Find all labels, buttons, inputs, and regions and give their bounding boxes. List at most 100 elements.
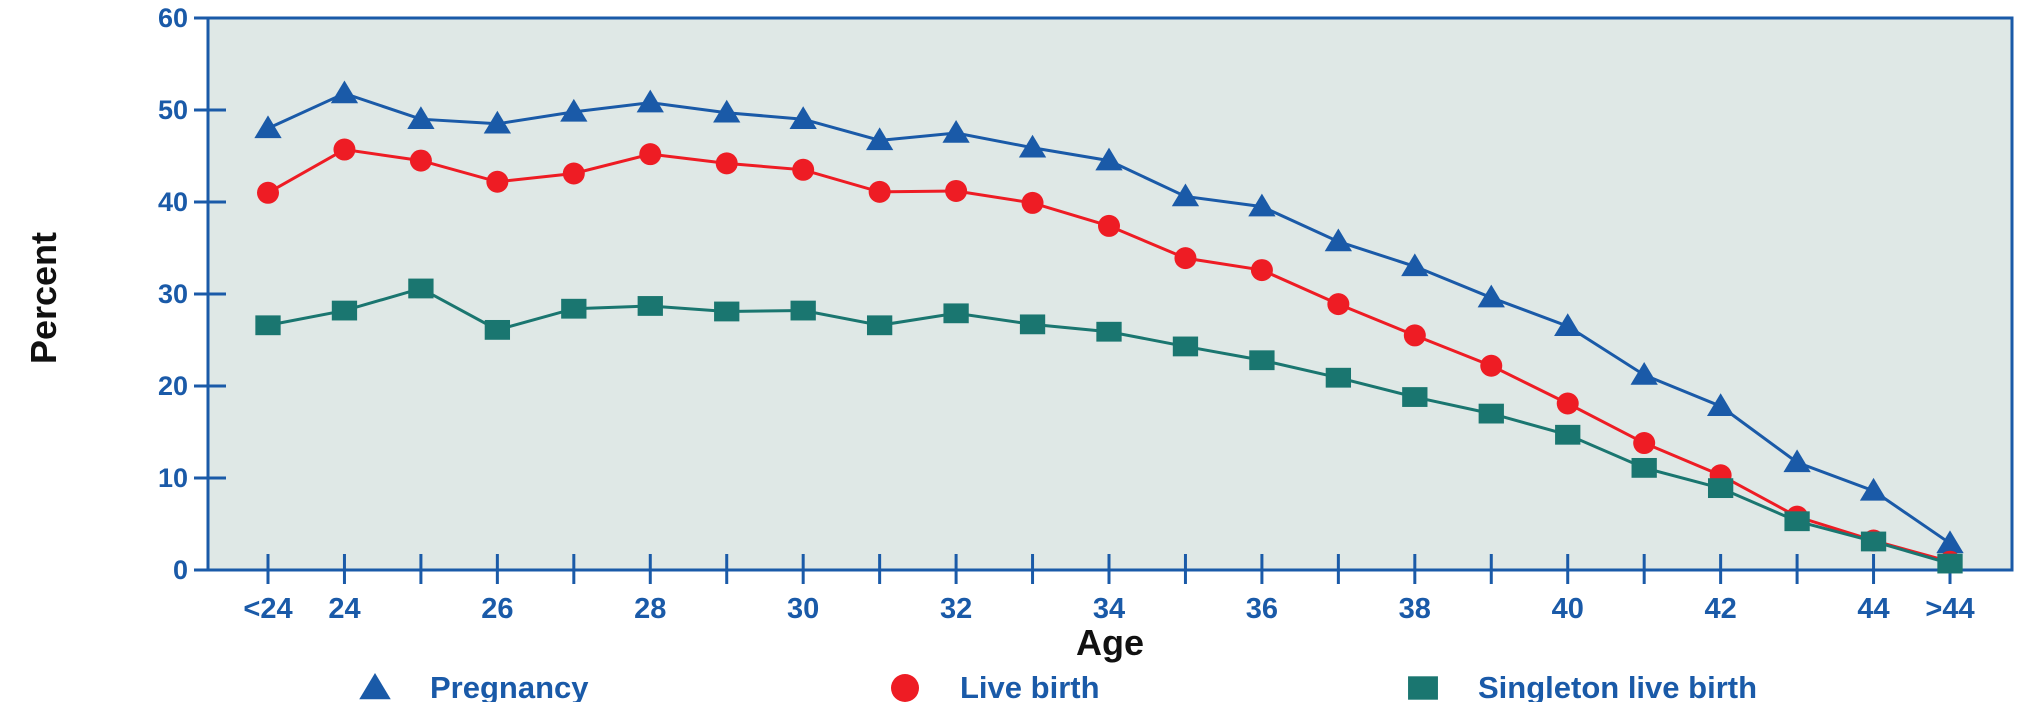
x-tick-label: 40 bbox=[1552, 593, 1584, 625]
data-point bbox=[1327, 293, 1350, 316]
data-point bbox=[255, 315, 281, 336]
data-point bbox=[407, 106, 435, 129]
legend-item: Singleton live birth bbox=[1408, 670, 1757, 705]
data-point bbox=[865, 127, 894, 151]
data-point bbox=[715, 152, 738, 175]
x-tick-label: 34 bbox=[1093, 593, 1125, 625]
x-tick-label: 24 bbox=[328, 593, 360, 625]
legend-label: Live birth bbox=[960, 670, 1100, 702]
data-point bbox=[789, 106, 817, 129]
x-tick-label: 36 bbox=[1246, 593, 1278, 625]
data-point bbox=[1250, 259, 1273, 282]
x-tick-label: 26 bbox=[481, 593, 513, 625]
data-point bbox=[1936, 530, 1964, 554]
data-point bbox=[713, 99, 741, 123]
y-axis: 0 10 20 30 40 50 60 bbox=[158, 3, 226, 585]
data-point bbox=[330, 80, 359, 104]
x-tick-label: 30 bbox=[787, 593, 819, 625]
y-tick-label: 40 bbox=[158, 187, 188, 217]
legend-marker bbox=[1408, 676, 1438, 700]
data-point bbox=[945, 179, 968, 202]
x-tick-label: 38 bbox=[1399, 593, 1431, 625]
data-point bbox=[714, 301, 740, 322]
data-point bbox=[790, 300, 816, 321]
data-point bbox=[1324, 228, 1353, 252]
y-tick-label: 10 bbox=[158, 463, 188, 493]
data-point bbox=[1248, 193, 1276, 217]
data-point bbox=[1478, 403, 1504, 424]
legend-item: Pregnancy bbox=[359, 670, 589, 705]
data-point bbox=[560, 98, 588, 122]
data-point bbox=[1098, 214, 1120, 237]
data-point bbox=[792, 158, 815, 181]
data-point bbox=[331, 300, 358, 321]
data-point bbox=[639, 143, 662, 166]
legend-label: Singleton live birth bbox=[1478, 670, 1757, 702]
y-tick-label: 30 bbox=[158, 279, 188, 309]
legend-item: Live birth bbox=[891, 670, 1100, 705]
data-point bbox=[1707, 478, 1734, 499]
data-point bbox=[1706, 393, 1735, 416]
data-point bbox=[254, 115, 282, 139]
data-point bbox=[637, 296, 663, 316]
legend: Pregnancy Live birth Singleton live birth bbox=[359, 670, 1757, 705]
data-point bbox=[1480, 354, 1503, 377]
y-tick-label: 20 bbox=[158, 371, 188, 401]
data-point bbox=[257, 181, 279, 204]
data-point bbox=[1631, 457, 1657, 478]
x-tick-label: >44 bbox=[1925, 593, 1974, 625]
y-tick-label: 0 bbox=[173, 555, 188, 585]
data-point bbox=[1554, 313, 1582, 336]
data-point bbox=[561, 298, 587, 319]
data-point bbox=[1019, 314, 1046, 335]
data-point bbox=[1171, 183, 1200, 207]
data-point bbox=[1249, 350, 1275, 371]
x-tick-label: 32 bbox=[940, 593, 972, 625]
data-point bbox=[942, 120, 970, 143]
y-tick-label: 50 bbox=[158, 95, 188, 125]
data-point bbox=[483, 110, 512, 134]
data-point bbox=[409, 149, 432, 172]
x-axis-title: Age bbox=[1076, 622, 1144, 663]
y-axis-title: Percent bbox=[23, 232, 64, 364]
x-tick-label: 28 bbox=[634, 593, 666, 625]
x-tick-label: 42 bbox=[1705, 593, 1737, 625]
data-point bbox=[1784, 511, 1810, 532]
data-point bbox=[636, 89, 664, 113]
data-point bbox=[1018, 134, 1047, 158]
data-point bbox=[943, 303, 969, 324]
data-point bbox=[1172, 336, 1199, 357]
data-point bbox=[486, 170, 509, 193]
data-point bbox=[1325, 367, 1352, 388]
data-point bbox=[866, 315, 893, 336]
data-point bbox=[1633, 432, 1656, 455]
data-point bbox=[1556, 392, 1579, 415]
legend-marker bbox=[891, 674, 919, 702]
x-tick-label: <24 bbox=[243, 593, 292, 625]
series-lines bbox=[254, 80, 1964, 574]
data-point bbox=[484, 319, 511, 340]
y-tick-label: 60 bbox=[158, 3, 188, 33]
data-point bbox=[1860, 531, 1887, 552]
data-point bbox=[1401, 253, 1429, 277]
series-live-birth bbox=[257, 138, 1961, 573]
data-point bbox=[408, 278, 434, 299]
data-point bbox=[1402, 387, 1428, 407]
series-pregnancy bbox=[254, 80, 1964, 554]
data-point bbox=[1859, 477, 1888, 501]
data-point bbox=[1403, 324, 1426, 347]
data-point bbox=[1477, 284, 1505, 308]
data-point bbox=[1937, 553, 1963, 574]
legend-label: Pregnancy bbox=[430, 670, 589, 702]
data-point bbox=[562, 162, 585, 185]
data-point bbox=[1555, 424, 1581, 445]
data-point bbox=[1783, 449, 1811, 473]
data-point bbox=[1174, 247, 1197, 270]
x-tick-label: 44 bbox=[1857, 593, 1889, 625]
series-singleton-live-birth bbox=[255, 278, 1963, 574]
data-point bbox=[1095, 147, 1123, 171]
data-point bbox=[1630, 361, 1658, 385]
data-point bbox=[868, 180, 891, 203]
